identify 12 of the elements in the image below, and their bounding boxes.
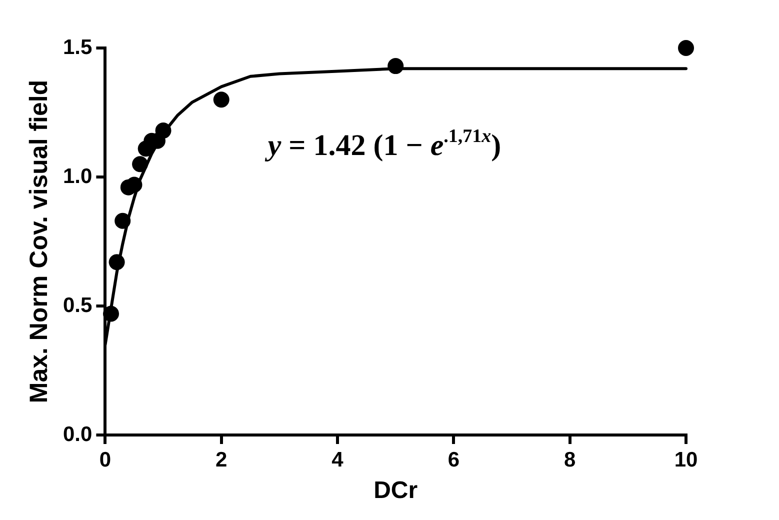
- y-axis-title: Max. Norm Cov. visual field: [24, 80, 53, 404]
- x-tick-label: 0: [99, 448, 112, 472]
- x-tick-label: 4: [332, 448, 344, 472]
- x-tick-label: 10: [674, 448, 698, 472]
- x-tick-label: 2: [216, 448, 228, 472]
- x-tick-label: 8: [564, 448, 576, 472]
- y-tick-label: 1.5: [62, 36, 93, 59]
- x-tick-label: 6: [448, 448, 460, 472]
- y-tick-label: 0.5: [62, 294, 93, 317]
- y-tick-label: 0.0: [62, 422, 92, 446]
- y-tick-label: 1.0: [62, 164, 92, 188]
- x-axis-title: DCr: [374, 477, 418, 504]
